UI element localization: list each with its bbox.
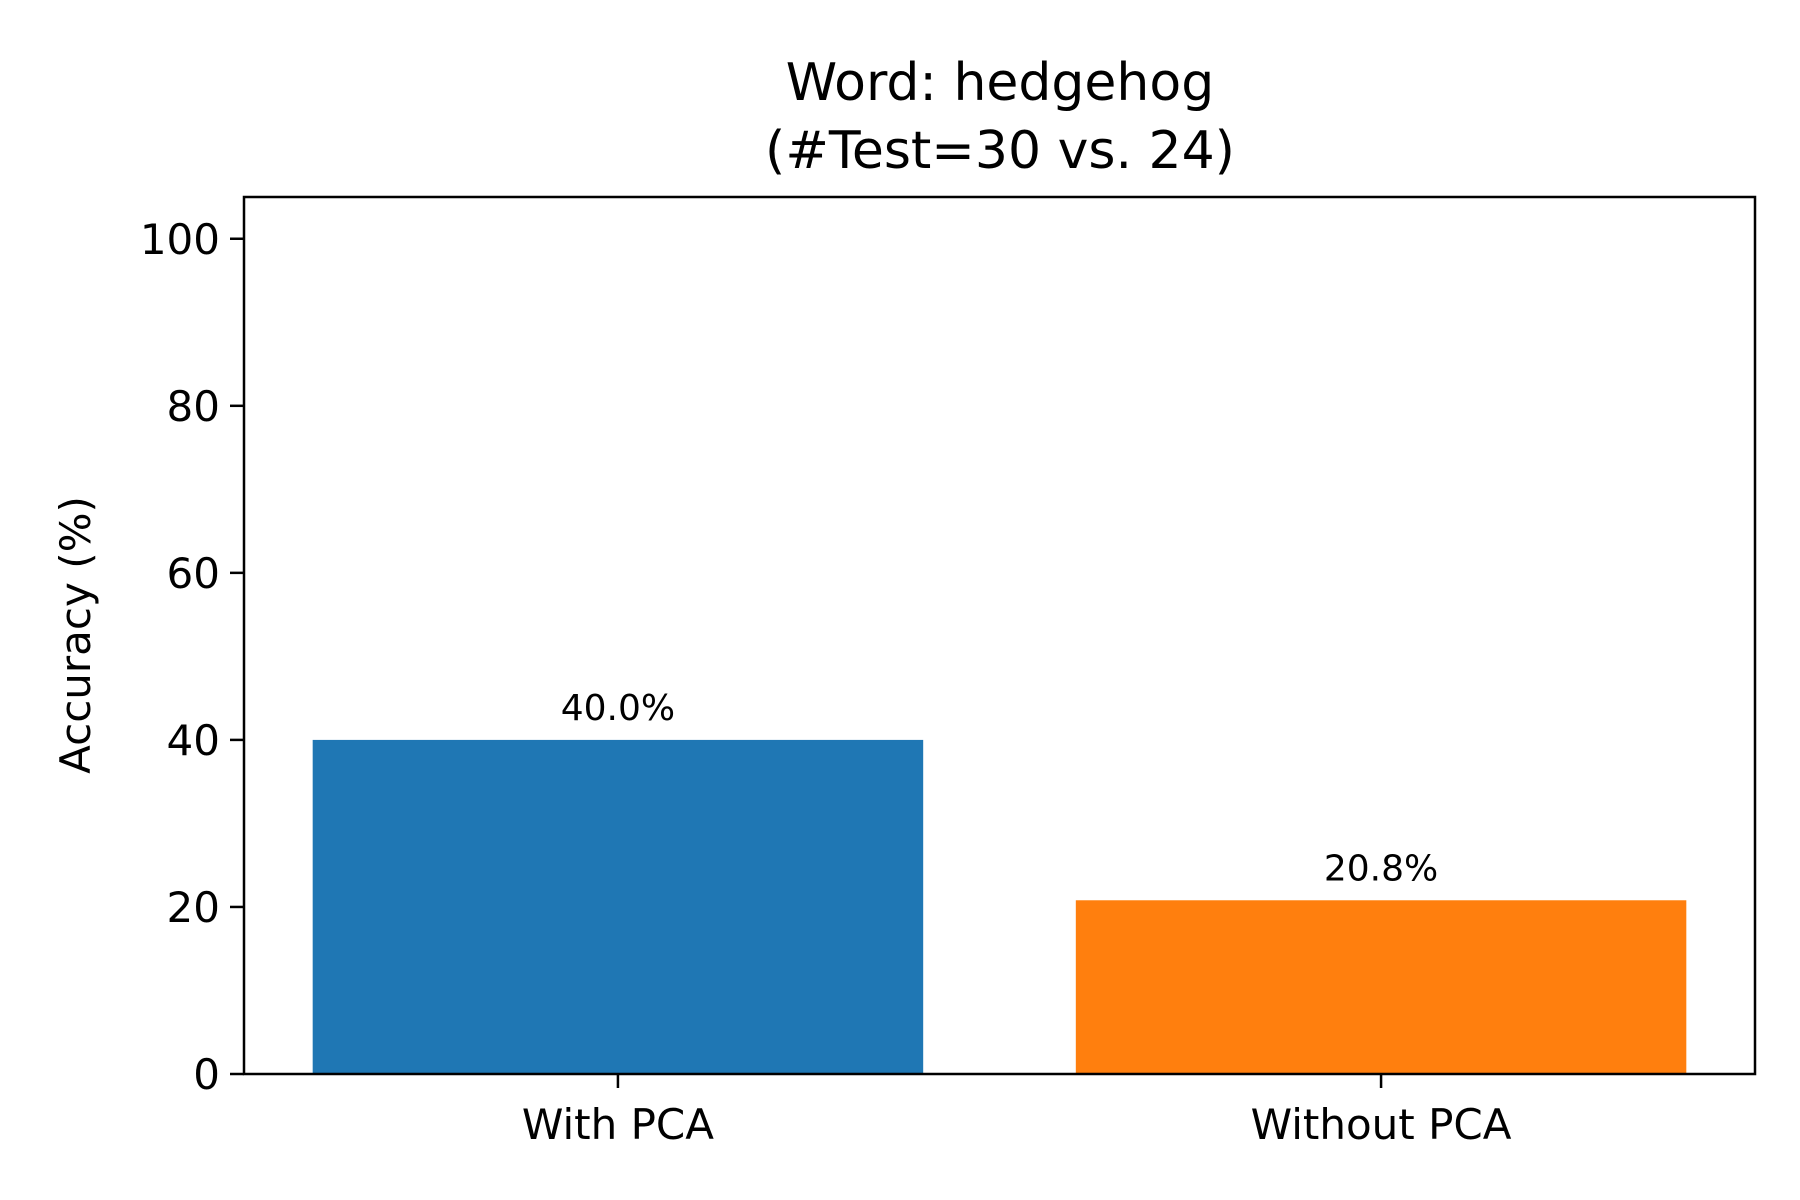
bars-group: 40.0% 20.8%	[312, 688, 1687, 1074]
y-tick-label-4: 80	[167, 382, 220, 431]
y-tick-label-3: 60	[167, 549, 220, 598]
y-axis-label: Accuracy (%)	[51, 496, 100, 774]
y-tick-label-1: 20	[167, 883, 220, 932]
bar-0	[312, 739, 924, 1074]
bar-1	[1075, 900, 1687, 1074]
x-tick-label-1: Without PCA	[1251, 1100, 1512, 1149]
chart-title-line-2: (#Test=30 vs. 24)	[765, 121, 1235, 181]
plot-frame	[242, 195, 1757, 1076]
y-tick-label-5: 100	[140, 215, 220, 264]
x-tick-label-0: With PCA	[522, 1100, 714, 1149]
bar-value-label-1: 20.8%	[1324, 848, 1438, 889]
y-axis: 0 20 40 60 80 100	[140, 215, 244, 1099]
bar-value-label-0: 40.0%	[561, 688, 675, 729]
x-axis: With PCA Without PCA	[522, 1074, 1512, 1149]
chart-title-line-1: Word: hedgehog	[786, 53, 1214, 113]
y-tick-label-0: 0	[193, 1050, 220, 1099]
y-tick-label-2: 40	[167, 716, 220, 765]
